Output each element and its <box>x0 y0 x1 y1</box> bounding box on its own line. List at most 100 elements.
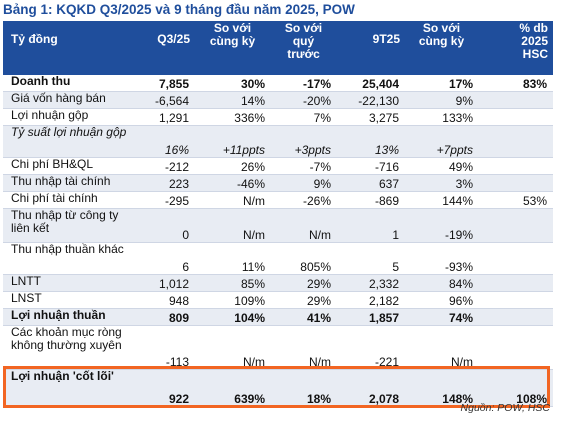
table-cell: -212 <box>139 157 195 175</box>
table-cell: 16% <box>139 125 195 158</box>
table-row: Lợi nhuận thuần 809 104% 41% 1,857 74% <box>3 308 553 326</box>
table-cell: -716 <box>337 157 405 175</box>
table-cell: 14% <box>195 91 271 109</box>
table-cell: -19% <box>405 208 479 243</box>
table-cell: 1,291 <box>139 108 195 126</box>
table-cell: +11ppts <box>195 125 271 158</box>
table-title: Bảng 1: KQKD Q3/2025 và 9 tháng đầu năm … <box>3 2 355 17</box>
table-cell: 144% <box>405 191 479 209</box>
row-label: Chi phí tài chính <box>3 191 139 209</box>
header-cell-q3: Q3/25 <box>139 21 195 75</box>
table-row: Thu nhập từ công ty liên kết 0 N/m N/m 1 -19% <box>3 208 553 243</box>
table-cell: 49% <box>405 157 479 175</box>
row-label: Thu nhập thuần khác <box>3 242 139 275</box>
table-cell <box>479 108 553 126</box>
table-cell <box>479 208 553 243</box>
table-cell: -7% <box>271 157 337 175</box>
table-cell: 3% <box>405 174 479 192</box>
row-label: LNST <box>3 291 139 309</box>
table-cell: 96% <box>405 291 479 309</box>
table-cell: 9% <box>405 91 479 109</box>
table-row: LNST 948 109% 29% 2,182 96% <box>3 291 553 309</box>
table-cell: 17% <box>405 75 479 92</box>
table-cell: 83% <box>479 75 553 92</box>
table-cell <box>479 157 553 175</box>
table-row: Thu nhập tài chính 223 -46% 9% 637 3% <box>3 174 553 192</box>
row-label: Các khoản mục ròng không thường xuyên <box>3 325 139 370</box>
table-cell: 2,078 <box>337 369 405 407</box>
table-cell: N/m <box>195 191 271 209</box>
header-cell-9m-yoy: So với cùng kỳ <box>405 21 479 75</box>
table-row: Giá vốn hàng bán -6,564 14% -20% -22,130 9% <box>3 91 553 109</box>
table-cell: N/m <box>195 325 271 370</box>
table-cell: 53% <box>479 191 553 209</box>
table-row: Lợi nhuận 'cốt lõi' 922 639% 18% 2,078 148% 10… <box>3 369 553 407</box>
table-cell: 30% <box>195 75 271 92</box>
table-cell <box>479 308 553 326</box>
table-cell: 0 <box>139 208 195 243</box>
table-cell: 29% <box>271 291 337 309</box>
table-cell: 7,855 <box>139 75 195 92</box>
row-label: LNTT <box>3 274 139 292</box>
table-cell: 637 <box>337 174 405 192</box>
table-cell: -26% <box>271 191 337 209</box>
header-cell-unit: Tỷ đồng <box>3 21 139 75</box>
table-row: Chi phí BH&QL -212 26% -7% -716 49% <box>3 157 553 175</box>
table-cell: 18% <box>271 369 337 407</box>
table-cell <box>479 242 553 275</box>
table-cell <box>479 291 553 309</box>
table-cell: 11% <box>195 242 271 275</box>
row-label: Lợi nhuận 'cốt lõi' <box>3 369 139 407</box>
table-row: LNTT 1,012 85% 29% 2,332 84% <box>3 274 553 292</box>
header-cell-forecast: % db 2025 HSC <box>479 21 553 75</box>
table-cell: 5 <box>337 242 405 275</box>
table-cell: 3,275 <box>337 108 405 126</box>
table-cell: 948 <box>139 291 195 309</box>
table-cell: -869 <box>337 191 405 209</box>
table-cell <box>479 325 553 370</box>
table-cell: +3ppts <box>271 125 337 158</box>
table-cell <box>479 274 553 292</box>
row-label: Giá vốn hàng bán <box>3 91 139 109</box>
table-cell: 133% <box>405 108 479 126</box>
table-cell: -113 <box>139 325 195 370</box>
table-row: Chi phí tài chính -295 N/m -26% -869 144% 53% <box>3 191 553 209</box>
table-cell: -6,564 <box>139 91 195 109</box>
table-cell: 809 <box>139 308 195 326</box>
row-label: Lợi nhuận thuần <box>3 308 139 326</box>
table-cell: N/m <box>195 208 271 243</box>
header-row: Tỷ đồng Q3/25 So với cùng kỳ So với quý … <box>3 21 553 75</box>
table-cell: -22,130 <box>337 91 405 109</box>
header-cell-yoy: So với cùng kỳ <box>195 21 271 75</box>
table-cell: N/m <box>405 325 479 370</box>
table-cell <box>479 174 553 192</box>
table-cell: 85% <box>195 274 271 292</box>
table-cell: 108% <box>479 369 553 407</box>
table-cell: -295 <box>139 191 195 209</box>
table-cell: 109% <box>195 291 271 309</box>
row-label: Thu nhập tài chính <box>3 174 139 192</box>
table-cell: 26% <box>195 157 271 175</box>
table-cell: 84% <box>405 274 479 292</box>
table-row: Tỷ suất lợi nhuận gộp 16% +11ppts +3ppts 13%… <box>3 125 553 158</box>
table-cell: +7ppts <box>405 125 479 158</box>
table-cell: 2,332 <box>337 274 405 292</box>
table-row: Lợi nhuận gộp 1,291 336% 7% 3,275 133% <box>3 108 553 126</box>
table-cell: 41% <box>271 308 337 326</box>
header-cell-9m: 9T25 <box>337 21 405 75</box>
row-label: Chi phí BH&QL <box>3 157 139 175</box>
table-cell: 7% <box>271 108 337 126</box>
table-cell <box>479 125 553 158</box>
table-cell: 336% <box>195 108 271 126</box>
table-cell: 25,404 <box>337 75 405 92</box>
table-cell: 13% <box>337 125 405 158</box>
table-cell: 6 <box>139 242 195 275</box>
table-cell: 922 <box>139 369 195 407</box>
table-row: Thu nhập thuần khác 6 11% 805% 5 -93% <box>3 242 553 275</box>
row-label: Lợi nhuận gộp <box>3 108 139 126</box>
source-note: Nguồn: POW, HSC <box>460 402 550 414</box>
header-cell-qoq: So với quý trước <box>271 21 337 75</box>
table-row: Doanh thu 7,855 30% -17% 25,404 17% 83% <box>3 75 553 92</box>
table-cell: 805% <box>271 242 337 275</box>
table-row: Các khoản mục ròng không thường xuyên -11… <box>3 325 553 370</box>
